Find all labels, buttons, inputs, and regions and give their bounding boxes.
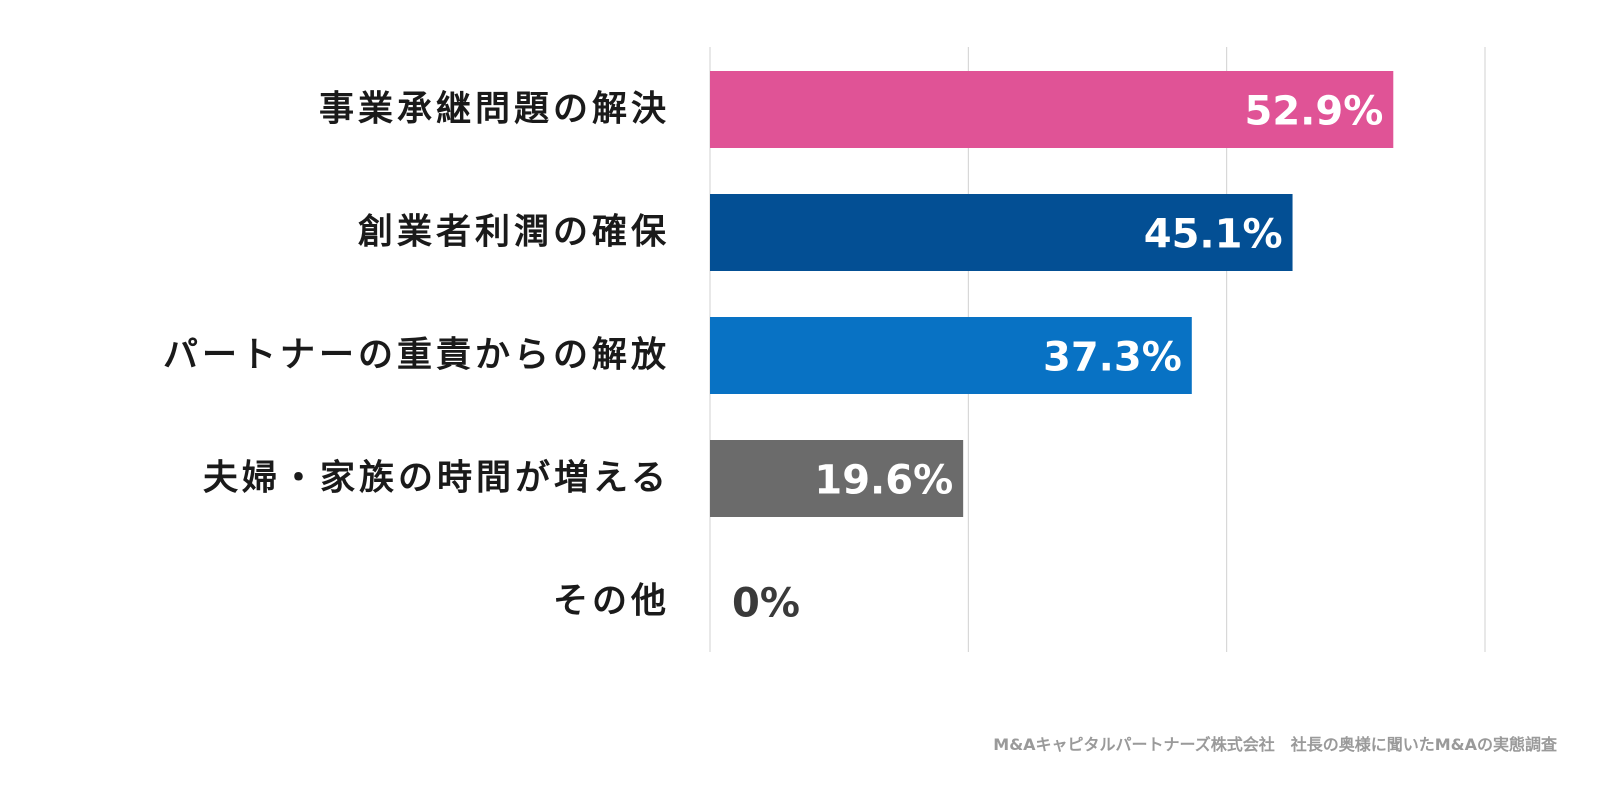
bar: [710, 71, 1394, 148]
bars: [710, 71, 1394, 517]
category-labels: 事業承継問題の解決創業者利潤の確保パートナーの重責からの解放夫婦・家族の時間が増…: [163, 90, 670, 622]
category-label: 夫婦・家族の時間が増える: [203, 459, 670, 499]
bar: [710, 317, 1192, 394]
value-labels: 52.9% 45.1% 37.3% 19.6% 0%: [732, 89, 1383, 627]
category-label: 創業者利潤の確保: [358, 213, 670, 253]
data-label: 37.3%: [1043, 335, 1182, 381]
category-label: その他: [553, 582, 670, 622]
source-caption: M&Aキャピタルパートナーズ株式会社 社長の奥様に聞いたM&Aの実態調査: [993, 735, 1557, 754]
data-label: 45.1%: [1144, 212, 1283, 258]
data-label: 52.9%: [1245, 89, 1384, 135]
data-label: 0%: [732, 581, 800, 627]
bar: [710, 194, 1293, 271]
data-label: 19.6%: [814, 458, 953, 504]
category-label: 事業承継問題の解決: [319, 90, 670, 130]
category-label: パートナーの重責からの解放: [163, 336, 670, 376]
bar: [710, 440, 964, 517]
